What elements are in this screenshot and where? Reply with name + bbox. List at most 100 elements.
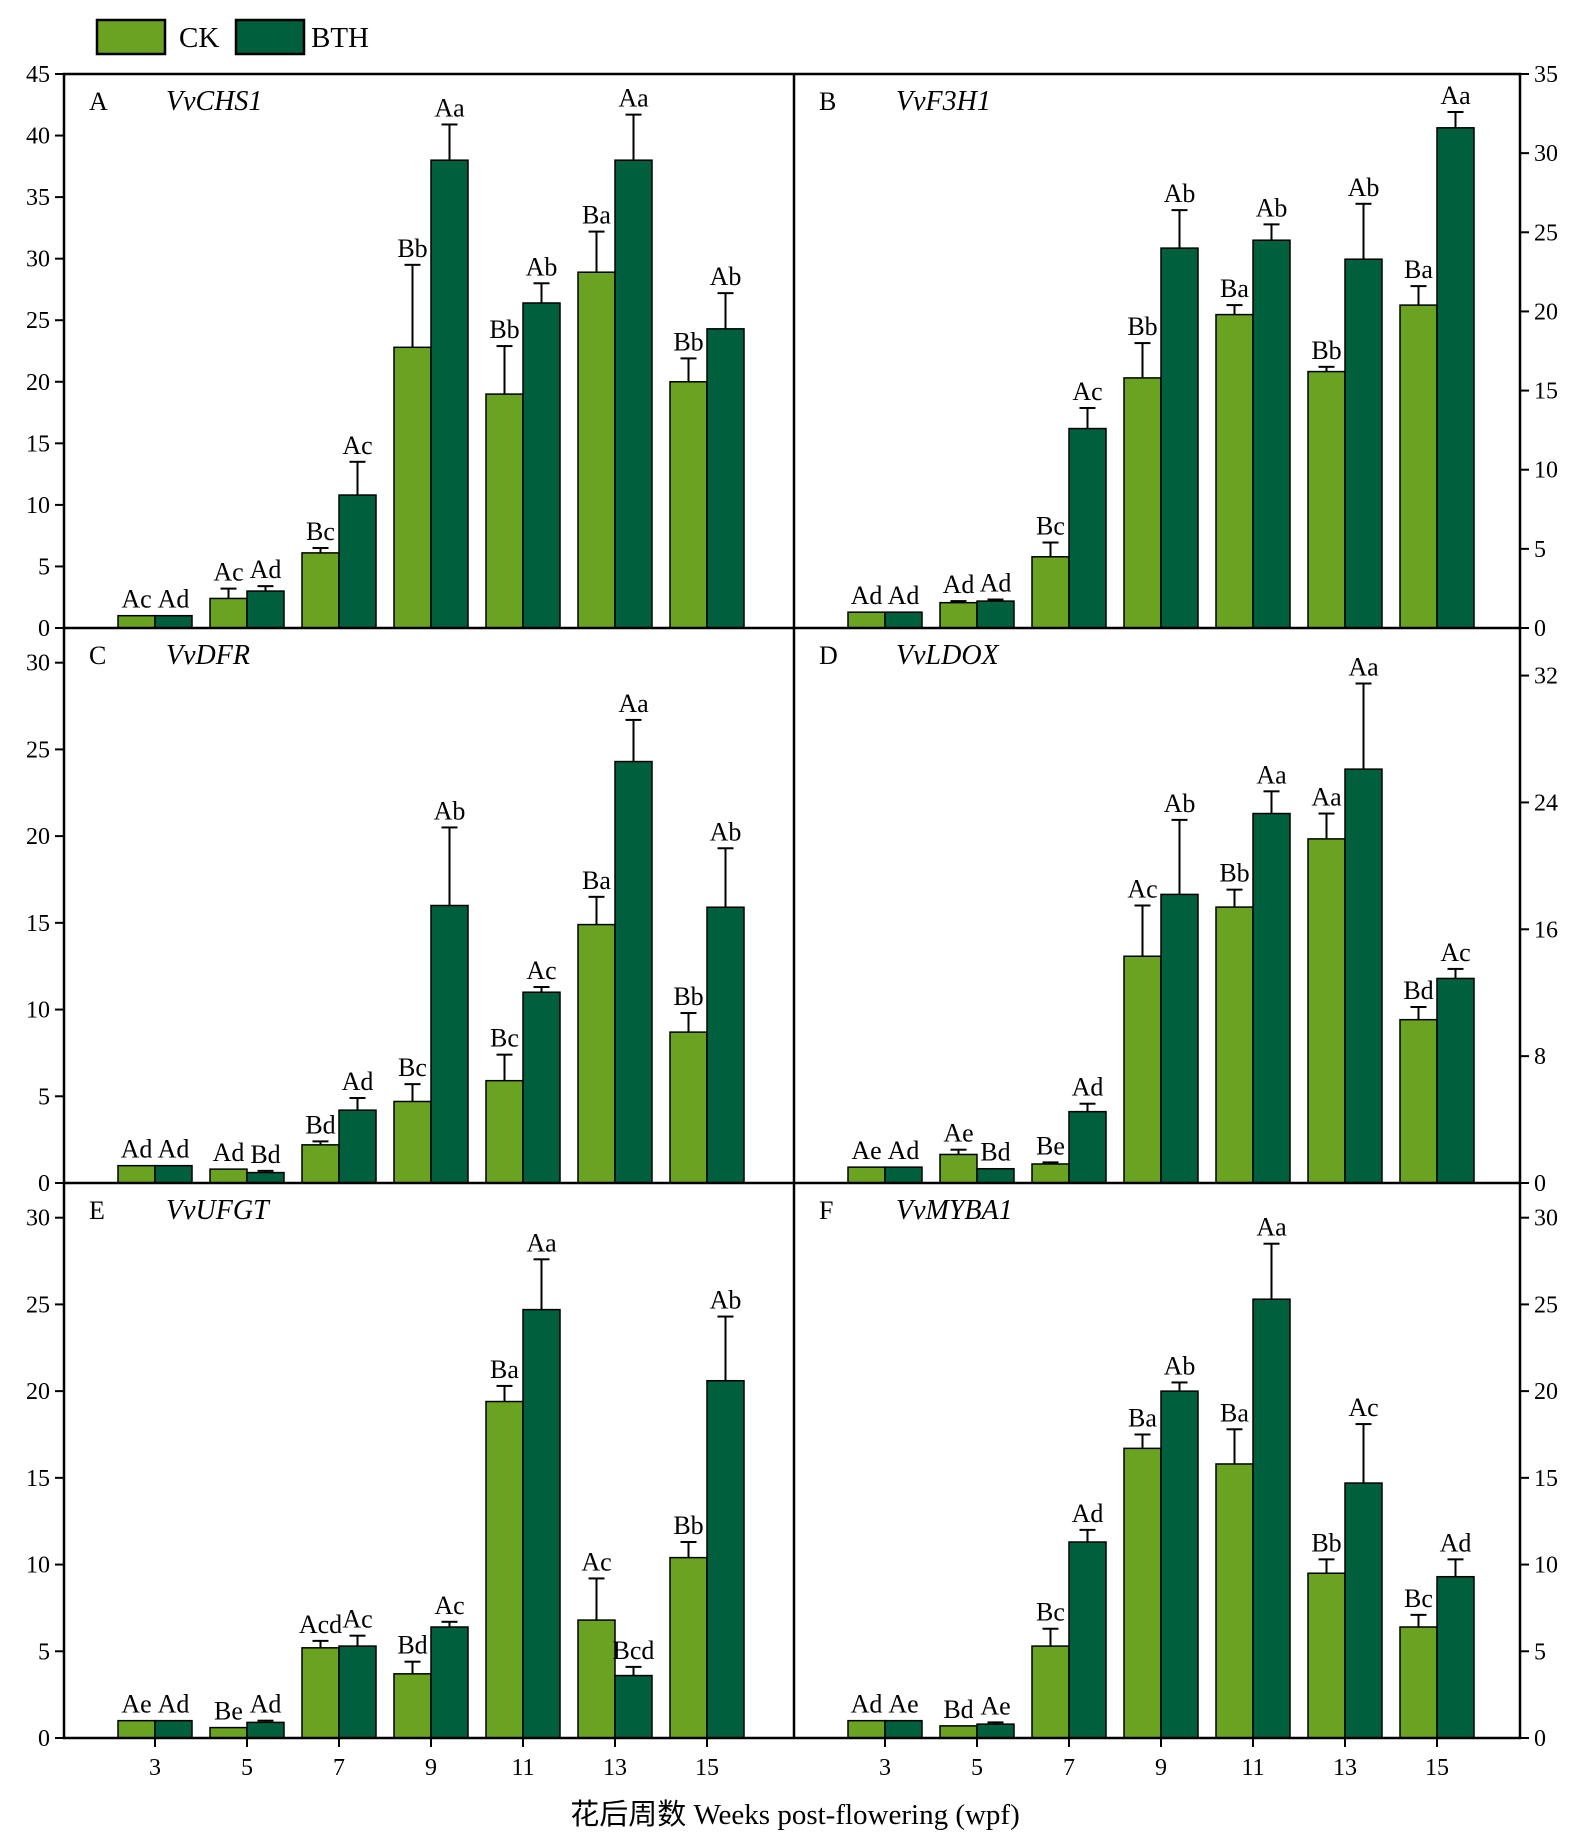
significance-label: Ad bbox=[888, 581, 920, 610]
bar-ck bbox=[209, 1168, 248, 1184]
y-tick-label: 5 bbox=[38, 554, 50, 580]
bar-ck bbox=[1307, 838, 1346, 1184]
significance-label: Ad bbox=[888, 1136, 920, 1165]
y-tick-label: 0 bbox=[38, 1726, 50, 1752]
bar-bth bbox=[430, 159, 469, 629]
significance-label: Ab bbox=[434, 796, 466, 825]
bar-bth bbox=[1160, 247, 1199, 629]
bar-ck bbox=[847, 1166, 886, 1184]
bar-bth bbox=[1252, 239, 1291, 629]
bar-ck bbox=[117, 1164, 156, 1184]
bar-bth bbox=[430, 1626, 469, 1739]
y-tick-label: 0 bbox=[1534, 616, 1546, 642]
significance-label: Ab bbox=[1256, 193, 1288, 222]
y-tick-label: 10 bbox=[1534, 1553, 1558, 1579]
bar-ck bbox=[939, 1725, 978, 1739]
bar-ck bbox=[1399, 304, 1438, 629]
significance-label: Ac bbox=[121, 585, 151, 614]
bar-ck bbox=[301, 552, 340, 629]
significance-label: Aa bbox=[1311, 783, 1342, 812]
significance-label: Bd bbox=[1403, 976, 1433, 1005]
bar-bth bbox=[338, 1645, 377, 1739]
significance-label: Bd bbox=[943, 1695, 973, 1724]
y-tick-label: 20 bbox=[26, 1379, 50, 1405]
y-tick-label: 25 bbox=[1534, 1292, 1558, 1318]
bar-bth bbox=[706, 1379, 745, 1739]
bar-ck bbox=[1123, 955, 1162, 1184]
x-tick-label: 11 bbox=[511, 1755, 534, 1781]
y-tick-label: 15 bbox=[26, 431, 50, 457]
y-tick-label: 5 bbox=[1534, 537, 1546, 563]
bar-ck bbox=[393, 1100, 432, 1184]
significance-label: Bb bbox=[1127, 312, 1157, 341]
y-tick-label: 0 bbox=[38, 616, 50, 642]
x-tick-label: 9 bbox=[1155, 1755, 1167, 1781]
significance-label: Bb bbox=[673, 1511, 703, 1540]
y-tick-label: 32 bbox=[1534, 664, 1558, 690]
significance-label: Ac bbox=[1440, 938, 1470, 967]
bar-ck bbox=[577, 923, 616, 1184]
significance-label: Bb bbox=[489, 315, 519, 344]
significance-label: Bc bbox=[306, 517, 335, 546]
plot-frame bbox=[62, 72, 1522, 1740]
y-tick-label: 0 bbox=[1534, 1726, 1546, 1752]
significance-label: Ad bbox=[851, 581, 883, 610]
bar-bth bbox=[154, 1719, 193, 1739]
bar-ck bbox=[669, 381, 708, 629]
significance-label: Ae bbox=[121, 1690, 151, 1719]
significance-label: Ac bbox=[1072, 377, 1102, 406]
bar-ck bbox=[1123, 1447, 1162, 1739]
significance-label: Aa bbox=[618, 84, 649, 113]
bar-ck bbox=[1215, 906, 1254, 1184]
significance-label: Ad bbox=[158, 1135, 190, 1164]
significance-label: Ba bbox=[490, 1355, 519, 1384]
bar-ck bbox=[485, 1079, 524, 1184]
significance-label: Aa bbox=[434, 93, 465, 122]
significance-label: Aa bbox=[1256, 1213, 1287, 1242]
bar-ck bbox=[301, 1647, 340, 1739]
y-tick-label: 20 bbox=[1534, 299, 1558, 325]
significance-label: Bb bbox=[673, 982, 703, 1011]
significance-label: Ba bbox=[1404, 255, 1433, 284]
gene-name: VvMYBA1 bbox=[896, 1195, 1013, 1226]
significance-label: Ba bbox=[582, 201, 611, 230]
bar-ck bbox=[847, 611, 886, 629]
y-tick-label: 30 bbox=[26, 651, 50, 677]
y-tick-label: 25 bbox=[26, 1292, 50, 1318]
bar-ck bbox=[669, 1031, 708, 1184]
x-tick-label: 11 bbox=[1241, 1755, 1264, 1781]
panel-letter: E bbox=[89, 1196, 105, 1225]
significance-label: Ad bbox=[121, 1135, 153, 1164]
bar-bth bbox=[976, 1723, 1015, 1739]
y-tick-label: 45 bbox=[26, 62, 50, 88]
bar-bth bbox=[976, 600, 1015, 629]
gene-name: VvUFGT bbox=[166, 1195, 271, 1226]
bar-bth bbox=[1436, 977, 1475, 1184]
significance-label: Ad bbox=[158, 585, 190, 614]
y-tick-label: 15 bbox=[26, 1466, 50, 1492]
bar-bth bbox=[522, 1308, 561, 1739]
bar-bth bbox=[976, 1167, 1015, 1184]
y-tick-label: 10 bbox=[26, 998, 50, 1024]
gene-name: VvF3H1 bbox=[896, 86, 991, 117]
y-tick-label: 16 bbox=[1534, 917, 1558, 943]
significance-label: Ad bbox=[342, 1067, 374, 1096]
significance-label: Ae bbox=[888, 1690, 918, 1719]
significance-label: Ab bbox=[710, 1286, 742, 1315]
bar-bth bbox=[1068, 1110, 1107, 1184]
x-tick-label: 3 bbox=[149, 1755, 161, 1781]
significance-label: Ae bbox=[851, 1136, 881, 1165]
bar-ck bbox=[1399, 1626, 1438, 1739]
legend: CK BTH bbox=[95, 18, 369, 56]
significance-label: Ae bbox=[980, 1691, 1010, 1720]
significance-label: Bc bbox=[398, 1053, 427, 1082]
significance-label: Acd bbox=[299, 1610, 342, 1639]
legend-label-bth: BTH bbox=[311, 22, 369, 54]
bar-ck bbox=[209, 1726, 248, 1739]
bar-bth bbox=[1344, 258, 1383, 629]
y-tick-label: 10 bbox=[26, 1553, 50, 1579]
significance-label: Aa bbox=[1440, 81, 1471, 110]
